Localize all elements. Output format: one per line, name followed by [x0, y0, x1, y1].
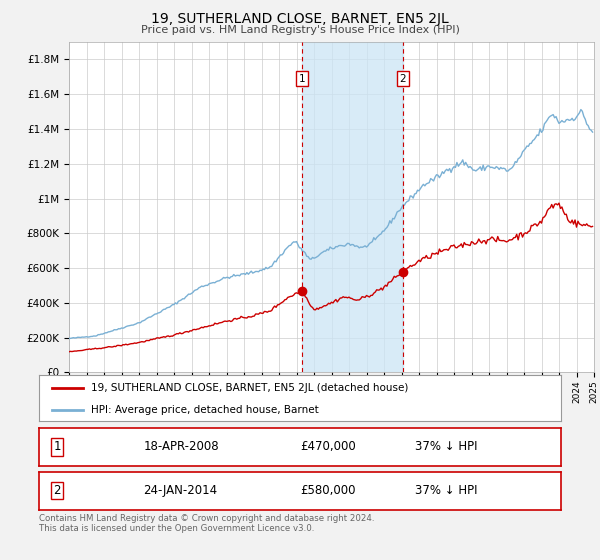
- Text: 37% ↓ HPI: 37% ↓ HPI: [415, 440, 478, 454]
- Text: HPI: Average price, detached house, Barnet: HPI: Average price, detached house, Barn…: [91, 405, 319, 414]
- Text: 18-APR-2008: 18-APR-2008: [143, 440, 219, 454]
- Text: Price paid vs. HM Land Registry's House Price Index (HPI): Price paid vs. HM Land Registry's House …: [140, 25, 460, 35]
- Text: £470,000: £470,000: [300, 440, 356, 454]
- Text: 1: 1: [298, 73, 305, 83]
- Text: 19, SUTHERLAND CLOSE, BARNET, EN5 2JL (detached house): 19, SUTHERLAND CLOSE, BARNET, EN5 2JL (d…: [91, 383, 409, 393]
- Bar: [302, 42, 403, 372]
- Text: £580,000: £580,000: [300, 484, 355, 497]
- Text: 2: 2: [400, 73, 406, 83]
- Text: 19, SUTHERLAND CLOSE, BARNET, EN5 2JL: 19, SUTHERLAND CLOSE, BARNET, EN5 2JL: [151, 12, 449, 26]
- Text: 37% ↓ HPI: 37% ↓ HPI: [415, 484, 478, 497]
- Text: 24-JAN-2014: 24-JAN-2014: [143, 484, 218, 497]
- Text: 2: 2: [53, 484, 61, 497]
- Text: 1: 1: [53, 440, 61, 454]
- Text: Contains HM Land Registry data © Crown copyright and database right 2024.
This d: Contains HM Land Registry data © Crown c…: [39, 514, 374, 534]
